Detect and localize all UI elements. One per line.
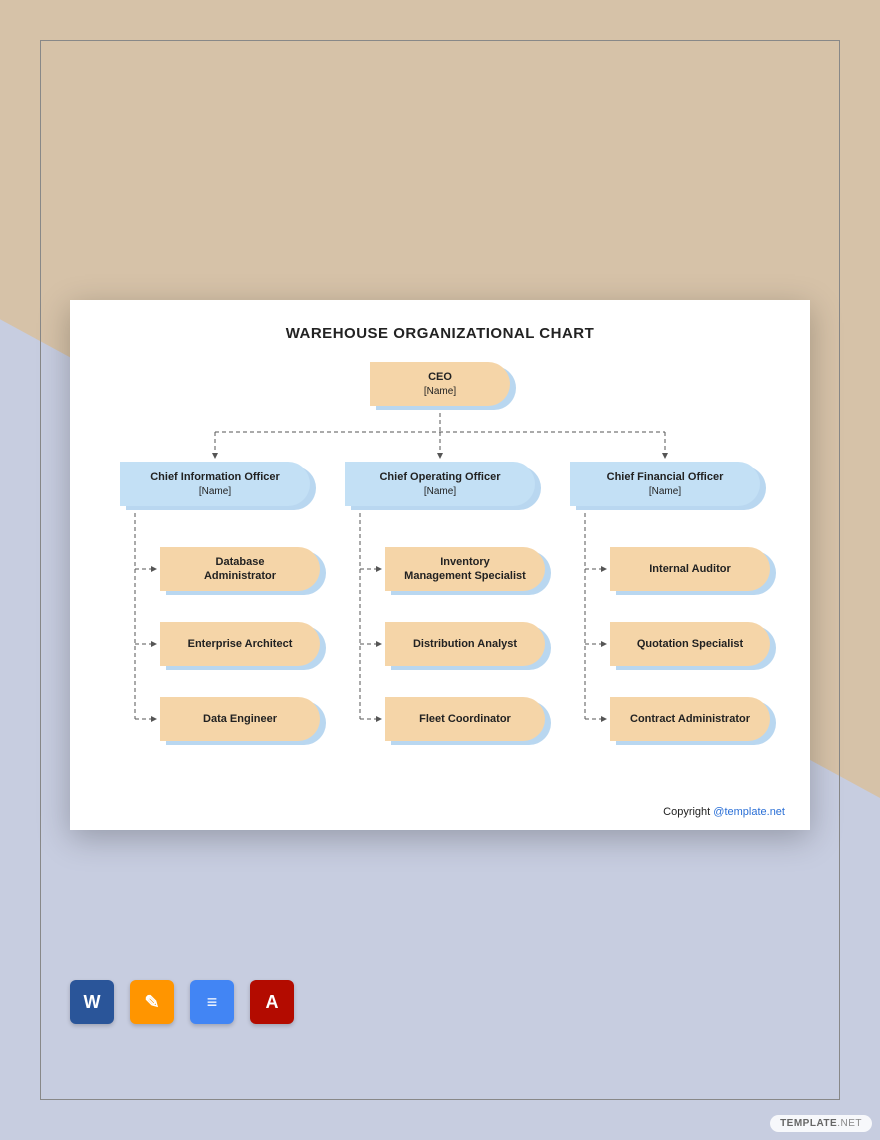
node-title: Internal Auditor — [649, 562, 730, 576]
org-node-da: Distribution Analyst — [385, 622, 545, 666]
org-node-fc: Fleet Coordinator — [385, 697, 545, 741]
node-title: Enterprise Architect — [188, 637, 293, 651]
copyright: Copyright @template.net — [663, 806, 785, 818]
node-front: Enterprise Architect — [160, 622, 320, 666]
node-front: Database Administrator — [160, 547, 320, 591]
org-node-coo: Chief Operating Officer[Name] — [345, 462, 535, 506]
org-node-dba: Database Administrator — [160, 547, 320, 591]
node-subtitle: [Name] — [199, 485, 231, 498]
org-node-de: Data Engineer — [160, 697, 320, 741]
copyright-link[interactable]: @template.net — [713, 806, 785, 818]
node-front: Chief Financial Officer[Name] — [570, 462, 760, 506]
gdocs-icon[interactable]: ≡ — [190, 980, 234, 1024]
format-icons-row: W ✎ ≡ A — [70, 980, 294, 1024]
org-node-cio: Chief Information Officer[Name] — [120, 462, 310, 506]
org-node-qs: Quotation Specialist — [610, 622, 770, 666]
chart-title: WAREHOUSE ORGANIZATIONAL CHART — [90, 325, 790, 342]
watermark-bold: TEMPLATE — [780, 1118, 837, 1129]
node-front: Data Engineer — [160, 697, 320, 741]
org-node-ceo: CEO[Name] — [370, 362, 510, 406]
node-title: Distribution Analyst — [413, 637, 517, 651]
node-front: Internal Auditor — [610, 547, 770, 591]
node-front: Chief Information Officer[Name] — [120, 462, 310, 506]
node-title: Inventory Management Specialist — [404, 555, 526, 584]
node-front: Inventory Management Specialist — [385, 547, 545, 591]
node-subtitle: [Name] — [424, 385, 456, 398]
org-node-ims: Inventory Management Specialist — [385, 547, 545, 591]
node-title: Fleet Coordinator — [419, 712, 511, 726]
chart-card: WAREHOUSE ORGANIZATIONAL CHART — [70, 300, 810, 830]
node-front: Fleet Coordinator — [385, 697, 545, 741]
copyright-text: Copyright — [663, 806, 713, 818]
org-node-ea: Enterprise Architect — [160, 622, 320, 666]
node-subtitle: [Name] — [424, 485, 456, 498]
node-title: Chief Financial Officer — [607, 470, 724, 484]
word-icon[interactable]: W — [70, 980, 114, 1024]
org-node-ia: Internal Auditor — [610, 547, 770, 591]
node-front: Contract Administrator — [610, 697, 770, 741]
node-title: Data Engineer — [203, 712, 277, 726]
node-title: Quotation Specialist — [637, 637, 743, 651]
pages-icon[interactable]: ✎ — [130, 980, 174, 1024]
node-front: Quotation Specialist — [610, 622, 770, 666]
node-title: Chief Information Officer — [150, 470, 280, 484]
node-title: Contract Administrator — [630, 712, 750, 726]
node-title: Database Administrator — [204, 555, 276, 584]
node-front: Distribution Analyst — [385, 622, 545, 666]
chart-area: CEO[Name]Chief Information Officer[Name]… — [90, 362, 790, 792]
node-subtitle: [Name] — [649, 485, 681, 498]
watermark-light: .NET — [837, 1118, 862, 1129]
pdf-icon[interactable]: A — [250, 980, 294, 1024]
org-node-cfo: Chief Financial Officer[Name] — [570, 462, 760, 506]
org-node-ca: Contract Administrator — [610, 697, 770, 741]
watermark: TEMPLATE.NET — [770, 1115, 872, 1132]
node-title: CEO — [428, 370, 452, 384]
node-front: Chief Operating Officer[Name] — [345, 462, 535, 506]
node-title: Chief Operating Officer — [379, 470, 500, 484]
node-front: CEO[Name] — [370, 362, 510, 406]
